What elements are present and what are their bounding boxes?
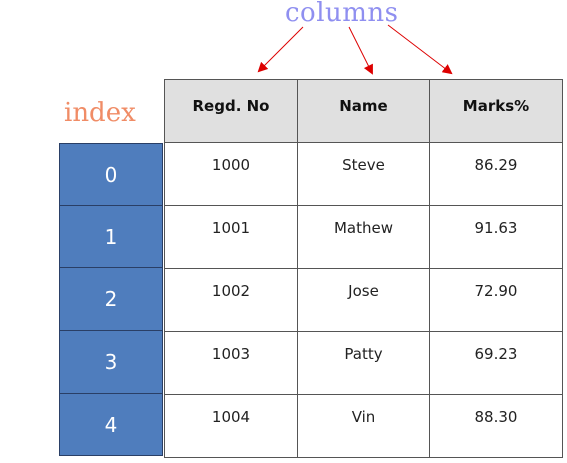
index-cell: 3 — [59, 330, 163, 394]
cell-regd-no: 1004 — [164, 394, 298, 458]
cell-name: Jose — [297, 268, 430, 332]
header-name: Name — [297, 79, 430, 143]
arrow-to-name — [348, 26, 373, 75]
cell-regd-no: 1003 — [164, 331, 298, 395]
cell-marks: 72.90 — [429, 268, 563, 332]
table-row: 1001 Mathew 91.63 — [164, 205, 563, 269]
table-row: 1004 Vin 88.30 — [164, 394, 563, 458]
index-cell: 0 — [59, 143, 163, 206]
cell-marks: 91.63 — [429, 205, 563, 269]
table-row: 1000 Steve 86.29 — [164, 142, 563, 206]
header-regd-no: Regd. No — [164, 79, 298, 143]
columns-label: columns — [285, 0, 399, 28]
cell-regd-no: 1002 — [164, 268, 298, 332]
table-row: 1002 Jose 72.90 — [164, 268, 563, 332]
index-cell: 4 — [59, 393, 163, 456]
cell-name: Steve — [297, 142, 430, 206]
cell-marks: 88.30 — [429, 394, 563, 458]
index-label: index — [64, 98, 136, 128]
cell-regd-no: 1000 — [164, 142, 298, 206]
header-marks: Marks% — [429, 79, 563, 143]
cell-marks: 86.29 — [429, 142, 563, 206]
cell-name: Mathew — [297, 205, 430, 269]
data-table: Regd. No Name Marks% 1000 Steve 86.29 10… — [164, 79, 563, 458]
cell-name: Vin — [297, 394, 430, 458]
index-cell: 2 — [59, 267, 163, 331]
arrow-to-regd-no — [257, 26, 304, 73]
arrow-to-marks — [387, 24, 453, 75]
header-row: Regd. No Name Marks% — [164, 79, 563, 143]
index-cell: 1 — [59, 205, 163, 268]
cell-regd-no: 1001 — [164, 205, 298, 269]
cell-marks: 69.23 — [429, 331, 563, 395]
table-row: 1003 Patty 69.23 — [164, 331, 563, 395]
cell-name: Patty — [297, 331, 430, 395]
